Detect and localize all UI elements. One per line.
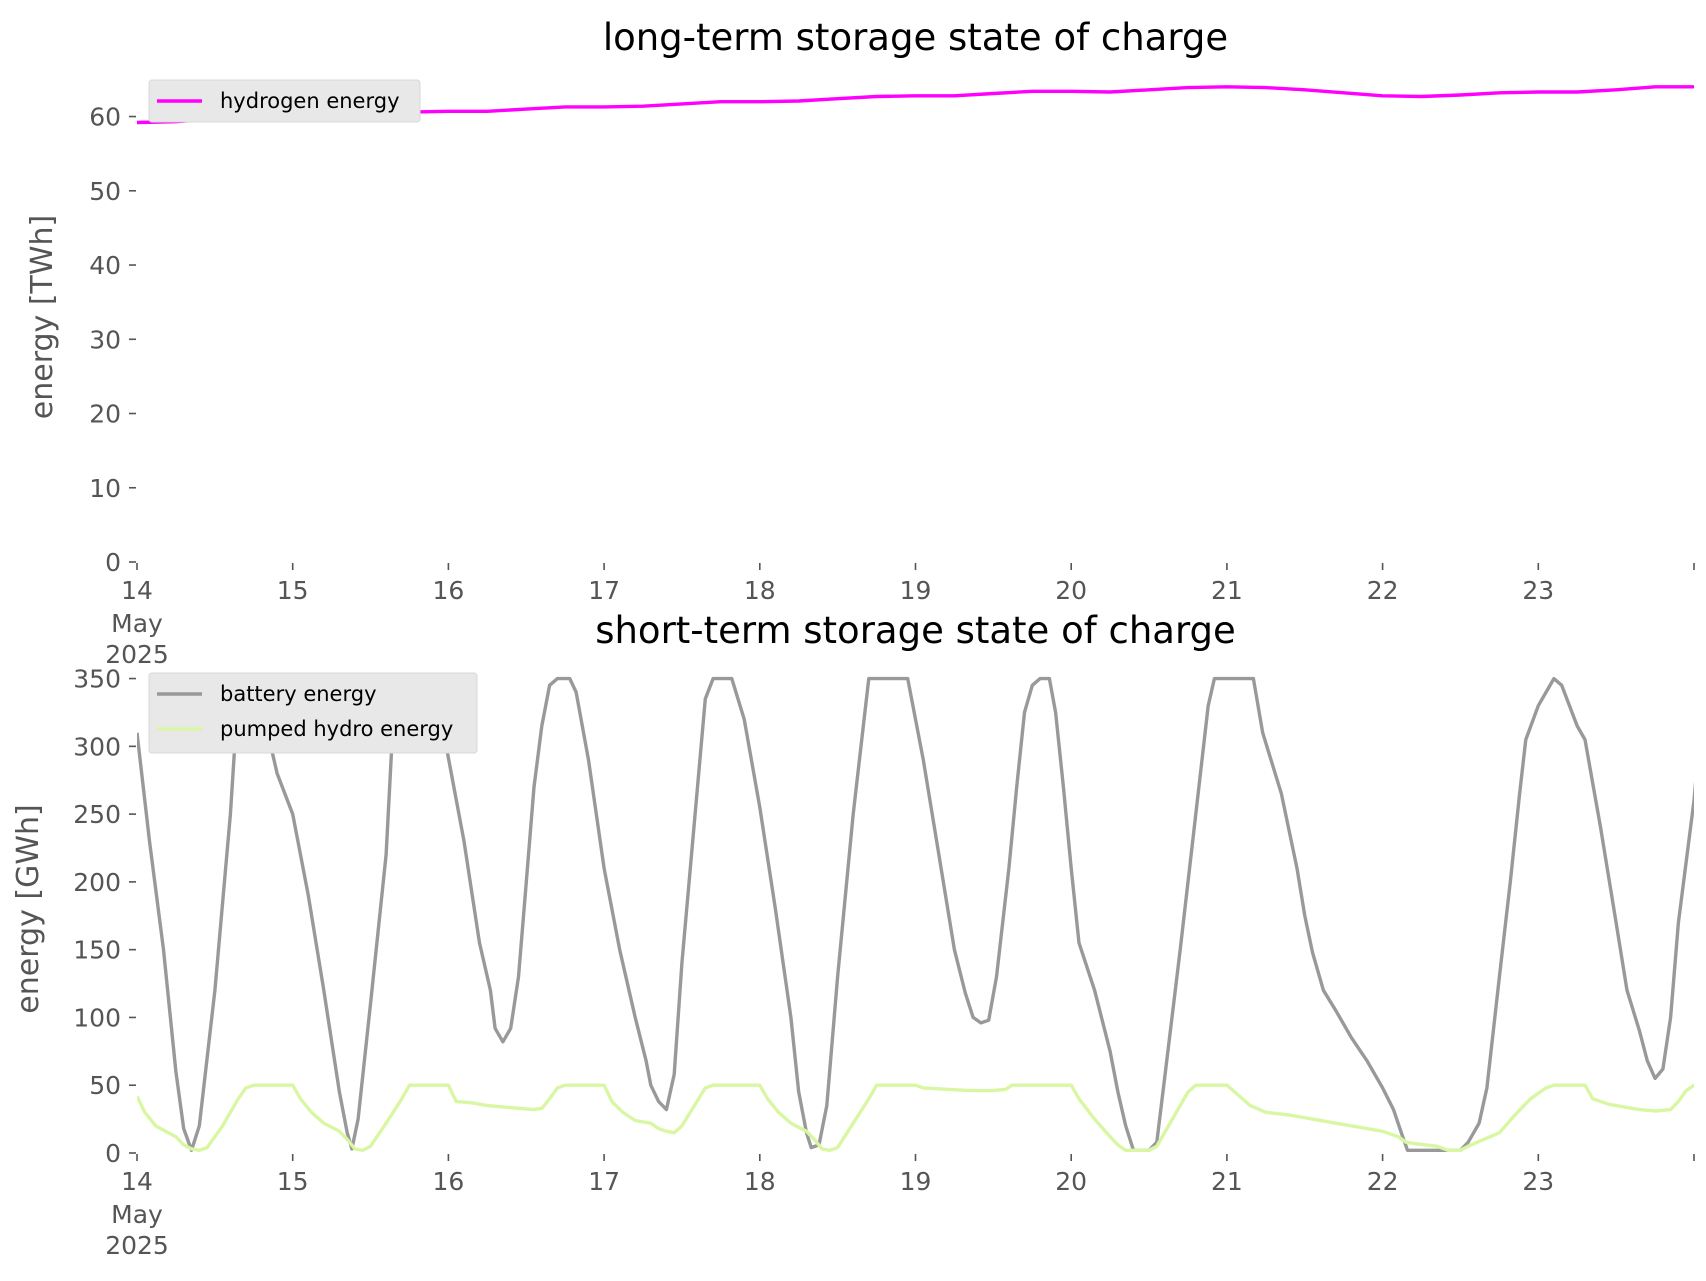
x-tick-label: 17	[588, 576, 620, 605]
series-line-pumped-hydro-energy	[137, 1083, 1694, 1152]
y-tick-label: 30	[89, 325, 121, 354]
x-tick-label: 15	[277, 1167, 309, 1196]
y-tick-label: 0	[105, 548, 121, 577]
x-tick-label: 22	[1367, 1167, 1399, 1196]
x-tick-label: 19	[900, 1167, 932, 1196]
x-tick-label: 21	[1211, 576, 1243, 605]
x-tick-label: 18	[744, 576, 776, 605]
legend-entry: hydrogen energy	[220, 89, 400, 113]
x-tick-label: 19	[900, 576, 932, 605]
x-tick-label: 20	[1055, 1167, 1087, 1196]
y-tick-label: 200	[73, 868, 121, 897]
x-tick-label: 14	[121, 1167, 153, 1196]
chart-panel-2: short-term storage state of charge energy…	[11, 609, 1695, 1260]
x-tick-label: 23	[1522, 1167, 1554, 1196]
chart-panel-1: long-term storage state of charge energy …	[25, 16, 1695, 669]
x-tick-label: 17	[588, 1167, 620, 1196]
chart-title: short-term storage state of charge	[595, 609, 1236, 652]
y-axis-label: energy [GWh]	[11, 804, 46, 1013]
legend-entry: pumped hydro energy	[220, 717, 453, 741]
y-tick-label: 20	[89, 400, 121, 429]
y-tick-label: 350	[73, 665, 121, 694]
x-tick-sublabel: 2025	[105, 1231, 169, 1260]
legend: hydrogen energy	[148, 79, 421, 123]
x-tick-label: 23	[1522, 576, 1554, 605]
x-tick-label: 20	[1055, 576, 1087, 605]
y-tick-label: 150	[73, 936, 121, 965]
legend: battery energy pumped hydro energy	[148, 672, 478, 754]
y-tick-label: 10	[89, 474, 121, 503]
y-axis-label: energy [TWh]	[25, 215, 60, 419]
x-tick-label: 21	[1211, 1167, 1243, 1196]
y-tick-label: 0	[105, 1139, 121, 1168]
legend-box	[148, 672, 478, 754]
y-tick-label: 60	[89, 103, 121, 132]
legend-box	[148, 79, 421, 123]
x-tick-sublabel: 2025	[105, 640, 169, 669]
x-tick-label: 16	[432, 1167, 464, 1196]
y-tick-label: 50	[89, 177, 121, 206]
x-tick-label: 18	[744, 1167, 776, 1196]
x-tick-label: 16	[432, 576, 464, 605]
x-tick-label: 14	[121, 576, 153, 605]
x-tick-label: 22	[1367, 576, 1399, 605]
y-tick-label: 250	[73, 800, 121, 829]
y-tick-label: 40	[89, 251, 121, 280]
x-tick-label: 15	[277, 576, 309, 605]
legend-entry: battery energy	[220, 682, 377, 706]
x-tick-sublabel: May	[111, 1200, 163, 1229]
y-tick-label: 50	[89, 1071, 121, 1100]
chart-title: long-term storage state of charge	[603, 16, 1228, 59]
x-tick-sublabel: May	[111, 609, 163, 638]
y-tick-label: 300	[73, 732, 121, 761]
y-tick-label: 100	[73, 1003, 121, 1032]
